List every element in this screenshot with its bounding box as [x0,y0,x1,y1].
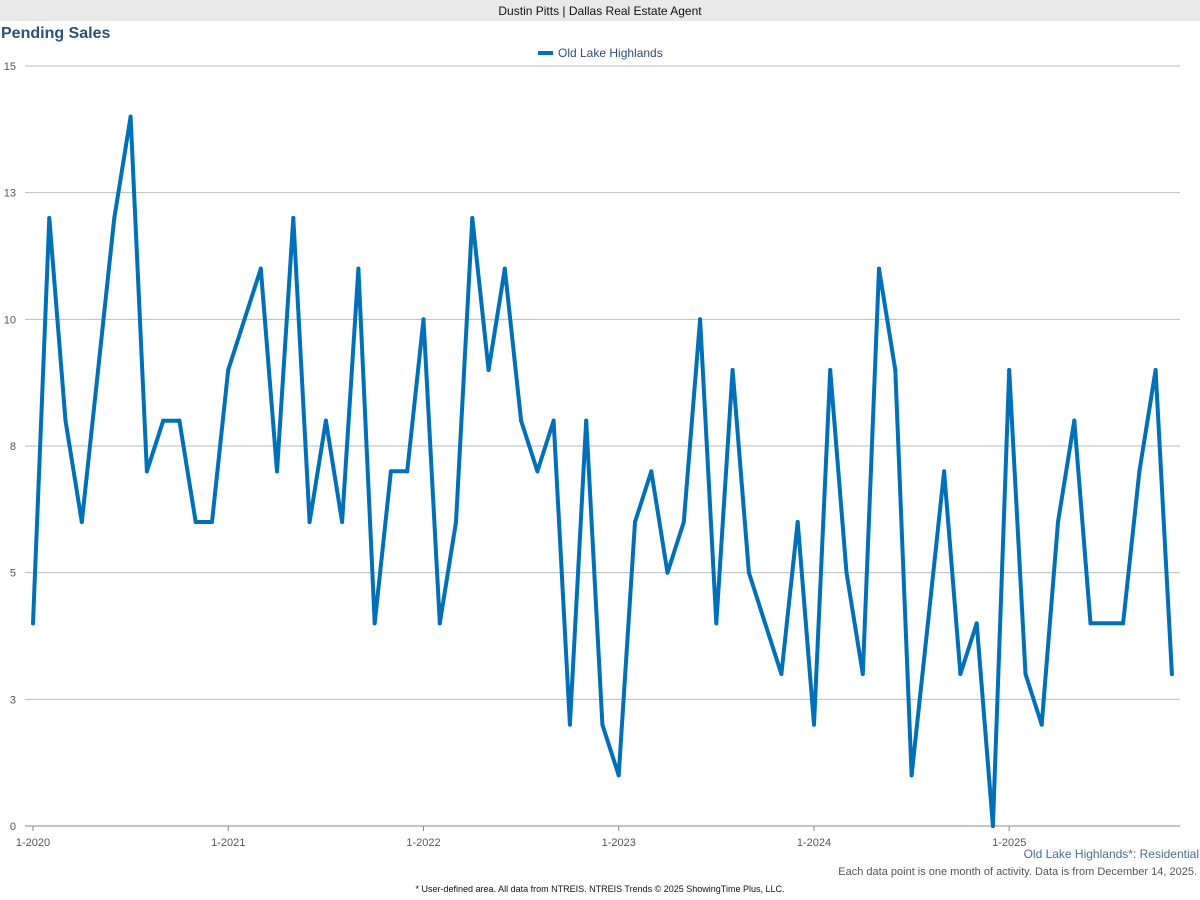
data-point [161,418,166,423]
x-tick-label: 1-2024 [797,837,831,849]
y-tick-label: 10 [4,314,16,326]
data-point [990,824,995,828]
data-point [242,317,247,322]
data-point [974,621,979,626]
data-point [925,621,930,626]
data-point [177,418,182,423]
data-point [958,672,963,676]
data-point [584,418,589,423]
data-point [909,773,914,778]
legend-swatch [538,51,553,55]
data-point [323,418,328,423]
data-point [388,469,393,474]
x-tick-label: 1-2021 [211,837,245,849]
data-point [860,672,865,676]
data-point [681,520,686,524]
data-point [811,722,816,727]
x-tick-label: 1-2025 [992,837,1026,849]
data-point [454,520,459,524]
data-point [502,266,507,271]
data-point [307,520,312,524]
data-point [1088,621,1093,626]
y-tick-label: 8 [10,441,16,453]
data-point [1137,469,1142,474]
data-point [1121,621,1126,626]
data-point [1056,520,1061,524]
data-point [340,520,345,524]
x-tick-label: 1-2023 [602,837,636,849]
data-point [893,368,898,372]
data-point [1104,621,1109,626]
legend[interactable]: Old Lake Highlands [538,46,663,60]
data-point [258,266,263,271]
data-point [1007,368,1012,372]
y-tick-label: 15 [4,61,16,73]
x-tick-label: 1-2020 [16,837,50,849]
data-point [730,368,735,372]
data-point [942,469,947,474]
data-point [649,469,654,474]
data-point [535,469,540,474]
data-point [421,317,426,322]
data-note: Each data point is one month of activity… [838,866,1197,878]
x-tick-label: 1-2022 [406,837,440,849]
data-point [1023,672,1028,676]
data-point [226,368,231,372]
data-point [632,520,637,524]
data-point [1039,722,1044,727]
data-point [291,216,296,220]
data-point [1169,672,1174,676]
data-point [47,216,52,220]
chart-title: Pending Sales [1,25,111,42]
data-point [470,216,475,220]
data-point [96,368,101,372]
data-point [1072,418,1077,423]
data-point [877,266,882,271]
data-point [616,773,621,778]
data-point [486,368,491,372]
data-point [31,621,35,626]
area-label: Old Lake Highlands*: Residential [1023,847,1199,861]
data-point [128,114,133,119]
data-point [356,266,361,271]
data-point [665,570,670,575]
data-point [600,722,605,727]
site-header: Dustin Pitts | Dallas Real Estate Agent [0,0,1200,21]
legend-label: Old Lake Highlands [558,46,663,60]
data-point [63,418,68,423]
data-point [1153,368,1158,372]
y-tick-label: 13 [4,188,16,200]
data-point [844,570,849,575]
data-point [795,520,800,524]
data-point [828,368,833,372]
data-point [714,621,719,626]
data-point [763,621,768,626]
data-point [746,570,751,575]
data-point [551,418,556,423]
data-point [698,317,703,322]
series-line [31,114,1174,828]
data-point [372,621,377,626]
data-point [193,520,198,524]
data-point [275,469,280,474]
y-tick-label: 5 [10,568,16,580]
data-point [209,520,214,524]
y-tick-label: 0 [10,821,16,833]
data-point [79,520,84,524]
data-point [405,469,410,474]
data-point [519,418,524,423]
data-point [144,469,149,474]
disclaimer: * User-defined area. All data from NTREI… [415,884,785,894]
data-point [567,722,572,727]
data-point [437,621,442,626]
y-tick-label: 3 [10,694,16,706]
data-point [779,672,784,676]
data-point [112,216,117,220]
